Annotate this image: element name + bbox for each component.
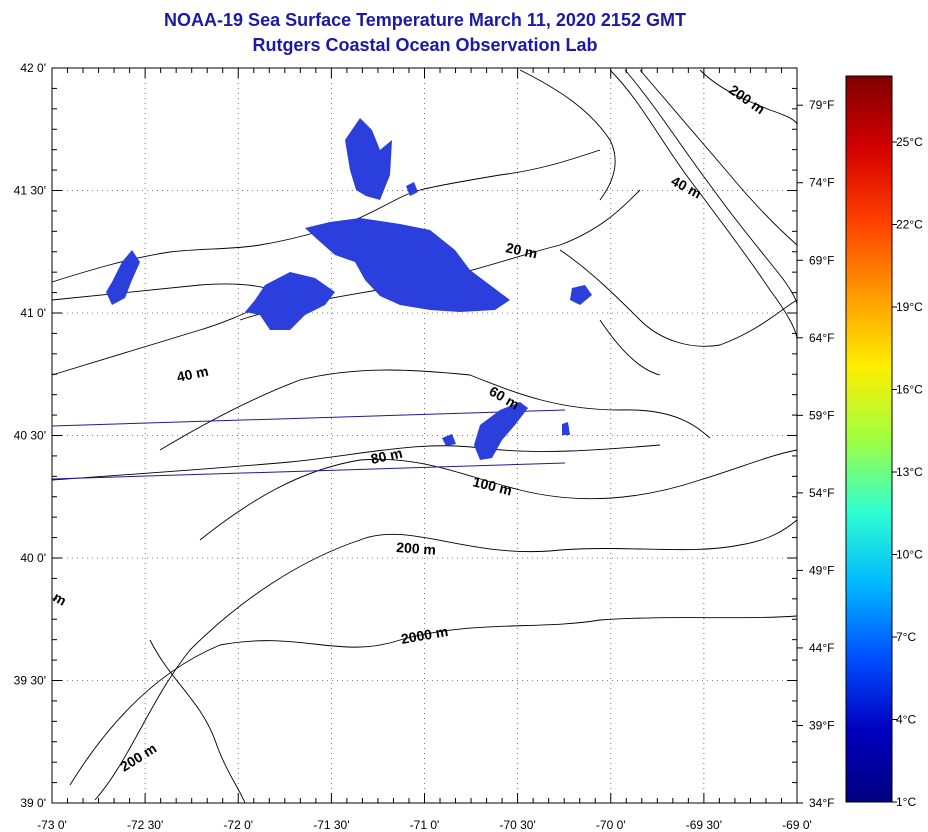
lat-tick-label: 39 30'	[14, 674, 46, 688]
lon-tick-label: -71 30'	[313, 818, 349, 832]
fahrenheit-tick-label: 74°F	[809, 176, 834, 190]
sst-cloud-free-patches	[106, 118, 592, 460]
celsius-tick-label: 7°C	[896, 630, 916, 644]
bathymetry-contours	[51, 69, 798, 804]
fahrenheit-tick-label: 54°F	[809, 486, 834, 500]
celsius-tick-label: 10°C	[896, 548, 923, 562]
lon-tick-label: -70 0'	[596, 818, 626, 832]
contour-label: 20 m	[504, 239, 539, 261]
lat-tick-label: 41 0'	[20, 306, 46, 320]
fahrenheit-labels: 79°F 74°F 69°F 64°F 59°F 54°F 49°F 44°F 39°F 34°F	[809, 98, 834, 810]
lon-tick-label: -69 0'	[782, 818, 812, 832]
sst-patch	[305, 218, 510, 312]
celsius-tick-label: 4°C	[896, 713, 916, 727]
fahrenheit-tick-label: 44°F	[809, 641, 834, 655]
lon-tick-label: -71 0'	[410, 818, 440, 832]
lon-tick-label: -73 0'	[37, 818, 67, 832]
temperature-colorbar	[845, 75, 893, 803]
lon-tick-label: -72 0'	[223, 818, 253, 832]
satellite-pass-lines	[51, 409, 566, 480]
fahrenheit-tick-label: 39°F	[809, 718, 834, 732]
axis-ticks	[51, 67, 897, 804]
fahrenheit-tick-label: 34°F	[809, 796, 834, 810]
celsius-tick-label: 13°C	[896, 465, 923, 479]
celsius-tick-label: 1°C	[896, 795, 916, 809]
lat-tick-label: 39 0'	[20, 796, 46, 810]
celsius-tick-label: 19°C	[896, 300, 923, 314]
fahrenheit-tick-label: 69°F	[809, 253, 834, 267]
contour-label: 200 m	[396, 539, 437, 558]
map-subtitle: Rutgers Coastal Ocean Observation Lab	[252, 35, 598, 55]
sst-patch	[570, 285, 592, 305]
sst-patch	[406, 182, 418, 196]
celsius-tick-label: 25°C	[896, 135, 923, 149]
sst-patch	[562, 422, 570, 435]
fahrenheit-tick-label: 59°F	[809, 408, 834, 422]
lon-tick-label: -72 30'	[127, 818, 163, 832]
sst-patch	[345, 118, 392, 200]
lon-tick-label: -69 30'	[686, 818, 722, 832]
sst-patch	[245, 272, 335, 330]
celsius-labels: 25°C 22°C 19°C 16°C 13°C 10°C 7°C 4°C 1°C	[896, 135, 923, 809]
sst-patch	[442, 434, 456, 446]
sst-patch	[474, 402, 528, 460]
lon-tick-label: -70 30'	[499, 818, 535, 832]
longitude-labels: -73 0' -72 30' -72 0' -71 30' -71 0' -70 30' -…	[37, 818, 812, 832]
lat-tick-label: 41 30'	[14, 184, 46, 198]
celsius-tick-label: 16°C	[896, 383, 923, 397]
fahrenheit-tick-label: 49°F	[809, 563, 834, 577]
fahrenheit-tick-label: 79°F	[809, 98, 834, 112]
lat-tick-label: 40 0'	[20, 551, 46, 565]
contour-label: 40 m	[175, 363, 210, 385]
fahrenheit-tick-label: 64°F	[809, 331, 834, 345]
sst-patch	[106, 250, 140, 305]
lat-tick-label: 40 30'	[14, 429, 46, 443]
contour-label: 80 m	[369, 445, 404, 467]
map-title: NOAA-19 Sea Surface Temperature March 11…	[164, 10, 686, 30]
celsius-tick-label: 22°C	[896, 218, 923, 232]
lat-tick-label: 42 0'	[20, 61, 46, 75]
latitude-labels: 42 0' 41 30' 41 0' 40 30' 40 0' 39 30' 39 0'	[14, 61, 46, 810]
graticule	[52, 68, 797, 803]
pass-line	[51, 409, 566, 427]
pass-line	[51, 462, 566, 480]
